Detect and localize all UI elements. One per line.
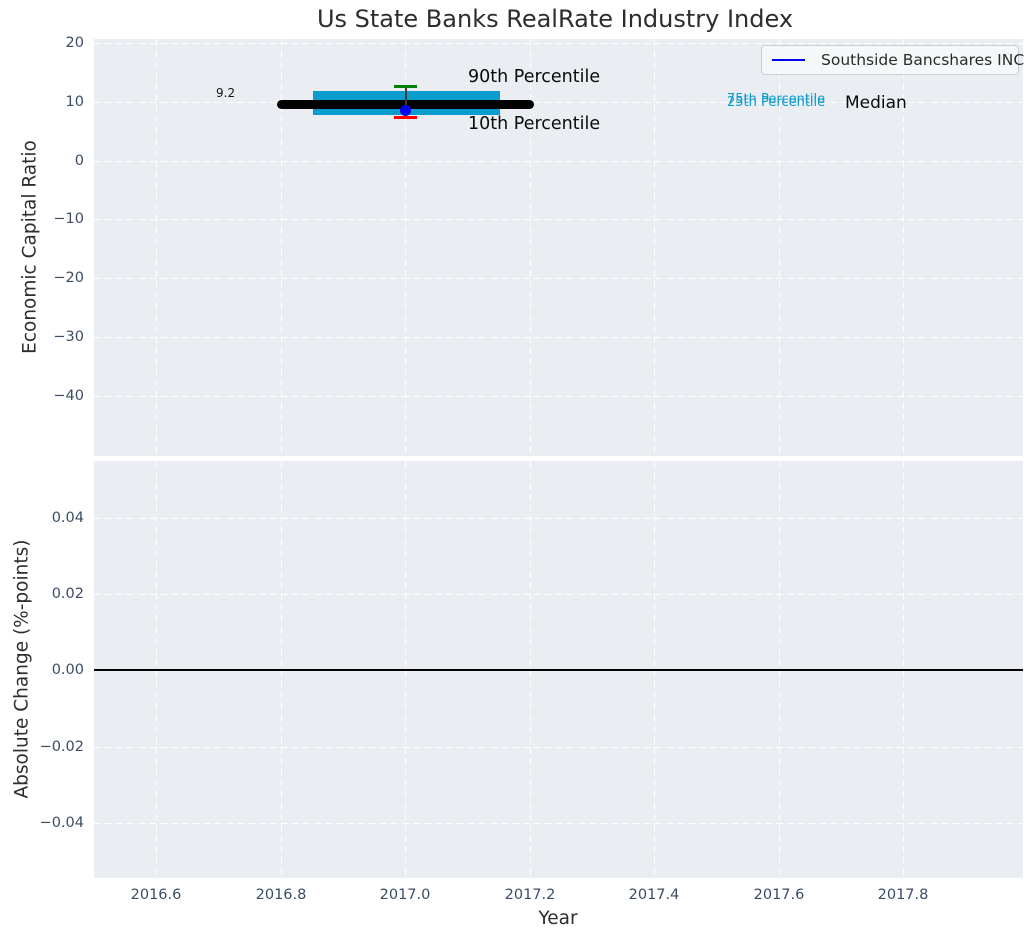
p90-annotation: 90th Percentile [468,67,601,87]
top-y-axis-label: Economic Capital Ratio [19,140,41,354]
p75-annotation: 75th Percentile [727,92,826,107]
x-axis-label: Year [538,908,578,929]
ytick-label: 0.04 [51,510,84,526]
xtick-label: 2016.8 [255,887,307,903]
p25-annotation: 25th Percentile [727,94,826,110]
gridline [281,39,283,456]
gridline [156,39,158,456]
legend: Southside Bancshares INC [761,45,1024,75]
ytick-label: −10 [53,211,84,227]
gridline [94,593,1023,595]
xtick-label: 2017.0 [379,887,431,903]
gridline [94,160,1023,162]
gridline [94,518,1023,520]
gridline [903,39,905,456]
ytick-label: −0.02 [39,738,84,755]
p10-annotation: 10th Percentile [468,114,601,134]
gridline [94,670,1023,672]
gridline [94,823,1023,825]
gridline [94,219,1023,221]
xtick-label: 2017.6 [753,887,805,903]
gridline [530,39,532,456]
gridline [94,337,1023,339]
chart-title: Us State Banks RealRate Industry Index [316,5,794,33]
ytick-label: 0.02 [51,585,84,602]
xtick-label: 2017.4 [628,887,680,903]
bottom-y-axis-label: Absolute Change (%-points) [11,539,33,799]
gridline [94,101,1023,103]
ytick-label: −20 [53,270,84,286]
xtick-label: 2017.8 [877,887,929,903]
top-axes [94,39,1023,456]
legend-label: Southside Bancshares INC [821,51,1025,69]
legend-line-swatch [772,58,805,62]
whisker-line [405,87,407,112]
ytick-label: 10 [65,93,84,110]
p10-tick-marker [394,116,417,119]
xtick-label: 2016.6 [130,887,182,903]
gridline [94,43,1023,45]
xtick-label: 2017.2 [504,887,556,903]
ytick-label: −0.04 [39,815,84,831]
ytick-label: 20 [65,35,84,51]
gridline [654,39,656,456]
gridline [94,746,1023,748]
median-annotation: Median [845,93,907,113]
ytick-label: −30 [53,329,84,345]
p90-tick-marker [394,84,417,88]
gridline [779,39,781,456]
ytick-label: −40 [53,388,84,404]
ytick-label: 0.00 [51,662,84,678]
gridline [94,278,1023,280]
zero-reference-line [94,668,1023,671]
gridline [405,39,407,456]
company-value-label: 9.2 [216,86,236,100]
company-data-point [400,104,411,116]
ytick-label: 0 [74,152,84,169]
gridline [94,396,1023,398]
